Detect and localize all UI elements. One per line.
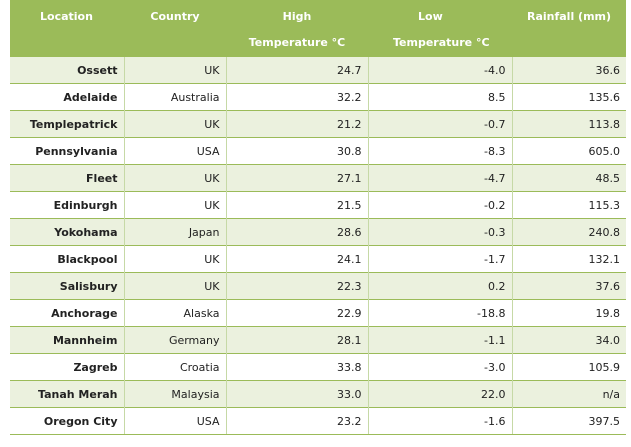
cell-location: Mannheim bbox=[10, 326, 124, 354]
table-header: Location Country High Temperature °C Low… bbox=[10, 0, 626, 57]
table-row: Mannheim Germany 28.1 -1.1 34.0 bbox=[10, 326, 626, 354]
cell-low-temp: 22.0 bbox=[367, 380, 512, 408]
cell-low-temp: -18.8 bbox=[367, 299, 512, 327]
cell-location: Anchorage bbox=[10, 299, 124, 327]
table-row: Edinburgh UK 21.5 -0.2 115.3 bbox=[10, 191, 626, 219]
cell-high-temp: 22.9 bbox=[225, 299, 368, 327]
cell-country: Malaysia bbox=[123, 380, 226, 408]
cell-rainfall: 605.0 bbox=[511, 137, 626, 165]
cell-rainfall: 34.0 bbox=[511, 326, 626, 354]
table-row: Pennsylvania USA 30.8 -8.3 605.0 bbox=[10, 137, 626, 165]
cell-location: Pennsylvania bbox=[10, 137, 124, 165]
table-row: Yokohama Japan 28.6 -0.3 240.8 bbox=[10, 218, 626, 246]
cell-location: Tanah Merah bbox=[10, 380, 124, 408]
cell-country: UK bbox=[123, 56, 226, 84]
cell-location: Blackpool bbox=[10, 245, 124, 273]
cell-rainfall: n/a bbox=[511, 380, 626, 408]
cell-location: Zagreb bbox=[10, 353, 124, 381]
cell-low-temp: -1.1 bbox=[367, 326, 512, 354]
cell-high-temp: 23.2 bbox=[225, 407, 368, 435]
table-row: Templepatrick UK 21.2 -0.7 113.8 bbox=[10, 110, 626, 138]
header-high-line1: High bbox=[282, 10, 312, 23]
header-high-line2: Temperature °C bbox=[248, 36, 346, 49]
cell-country: Alaska bbox=[123, 299, 226, 327]
cell-location: Adelaide bbox=[10, 83, 124, 111]
cell-location: Yokohama bbox=[10, 218, 124, 246]
cell-low-temp: -8.3 bbox=[367, 137, 512, 165]
cell-rainfall: 135.6 bbox=[511, 83, 626, 111]
cell-low-temp: 0.2 bbox=[367, 272, 512, 300]
table-row: Tanah Merah Malaysia 33.0 22.0 n/a bbox=[10, 380, 626, 408]
table-row: Salisbury UK 22.3 0.2 37.6 bbox=[10, 272, 626, 300]
cell-location: Ossett bbox=[10, 56, 124, 84]
weather-table: Location Country High Temperature °C Low… bbox=[10, 0, 626, 435]
cell-high-temp: 24.1 bbox=[225, 245, 368, 273]
cell-country: Japan bbox=[123, 218, 226, 246]
header-location: Location bbox=[40, 10, 93, 23]
header-rainfall: Rainfall (mm) bbox=[526, 10, 612, 23]
cell-location: Fleet bbox=[10, 164, 124, 192]
header-low-temp: Low Temperature °C bbox=[368, 0, 512, 57]
table-body: Ossett UK 24.7 -4.0 36.6 Adelaide Austra… bbox=[10, 56, 626, 435]
cell-high-temp: 28.6 bbox=[225, 218, 368, 246]
table-row: Anchorage Alaska 22.9 -18.8 19.8 bbox=[10, 299, 626, 327]
cell-high-temp: 33.0 bbox=[225, 380, 368, 408]
cell-country: Croatia bbox=[123, 353, 226, 381]
cell-location: Edinburgh bbox=[10, 191, 124, 219]
header-low-line2: Temperature °C bbox=[393, 36, 490, 49]
cell-high-temp: 32.2 bbox=[225, 83, 368, 111]
cell-country: USA bbox=[123, 137, 226, 165]
table-row: Fleet UK 27.1 -4.7 48.5 bbox=[10, 164, 626, 192]
cell-rainfall: 19.8 bbox=[511, 299, 626, 327]
cell-rainfall: 240.8 bbox=[511, 218, 626, 246]
cell-low-temp: -1.6 bbox=[367, 407, 512, 435]
table-row: Oregon City USA 23.2 -1.6 397.5 bbox=[10, 407, 626, 435]
cell-country: Germany bbox=[123, 326, 226, 354]
cell-country: UK bbox=[123, 110, 226, 138]
cell-rainfall: 113.8 bbox=[511, 110, 626, 138]
cell-country: UK bbox=[123, 164, 226, 192]
cell-low-temp: -0.7 bbox=[367, 110, 512, 138]
header-low-line1: Low bbox=[418, 10, 443, 23]
cell-high-temp: 22.3 bbox=[225, 272, 368, 300]
cell-low-temp: 8.5 bbox=[367, 83, 512, 111]
table-row: Ossett UK 24.7 -4.0 36.6 bbox=[10, 56, 626, 84]
cell-rainfall: 132.1 bbox=[511, 245, 626, 273]
table-row: Zagreb Croatia 33.8 -3.0 105.9 bbox=[10, 353, 626, 381]
cell-low-temp: -1.7 bbox=[367, 245, 512, 273]
cell-country: UK bbox=[123, 272, 226, 300]
cell-high-temp: 33.8 bbox=[225, 353, 368, 381]
cell-high-temp: 28.1 bbox=[225, 326, 368, 354]
cell-country: Australia bbox=[123, 83, 226, 111]
cell-low-temp: -0.2 bbox=[367, 191, 512, 219]
cell-country: UK bbox=[123, 245, 226, 273]
cell-rainfall: 37.6 bbox=[511, 272, 626, 300]
cell-high-temp: 21.2 bbox=[225, 110, 368, 138]
cell-rainfall: 397.5 bbox=[511, 407, 626, 435]
cell-location: Templepatrick bbox=[10, 110, 124, 138]
cell-high-temp: 30.8 bbox=[225, 137, 368, 165]
cell-location: Oregon City bbox=[10, 407, 124, 435]
cell-rainfall: 105.9 bbox=[511, 353, 626, 381]
header-row: Location Country High Temperature °C Low… bbox=[10, 0, 626, 57]
cell-rainfall: 115.3 bbox=[511, 191, 626, 219]
cell-rainfall: 48.5 bbox=[511, 164, 626, 192]
cell-high-temp: 21.5 bbox=[225, 191, 368, 219]
header-high-temp: High Temperature °C bbox=[226, 0, 368, 57]
table-row: Adelaide Australia 32.2 8.5 135.6 bbox=[10, 83, 626, 111]
cell-rainfall: 36.6 bbox=[511, 56, 626, 84]
table-row: Blackpool UK 24.1 -1.7 132.1 bbox=[10, 245, 626, 273]
cell-location: Salisbury bbox=[10, 272, 124, 300]
cell-high-temp: 27.1 bbox=[225, 164, 368, 192]
cell-low-temp: -4.7 bbox=[367, 164, 512, 192]
weather-table-container: Location Country High Temperature °C Low… bbox=[10, 0, 626, 435]
cell-low-temp: -4.0 bbox=[367, 56, 512, 84]
cell-low-temp: -3.0 bbox=[367, 353, 512, 381]
cell-country: USA bbox=[123, 407, 226, 435]
cell-country: UK bbox=[123, 191, 226, 219]
cell-low-temp: -0.3 bbox=[367, 218, 512, 246]
cell-high-temp: 24.7 bbox=[225, 56, 368, 84]
header-country: Country bbox=[150, 10, 200, 23]
